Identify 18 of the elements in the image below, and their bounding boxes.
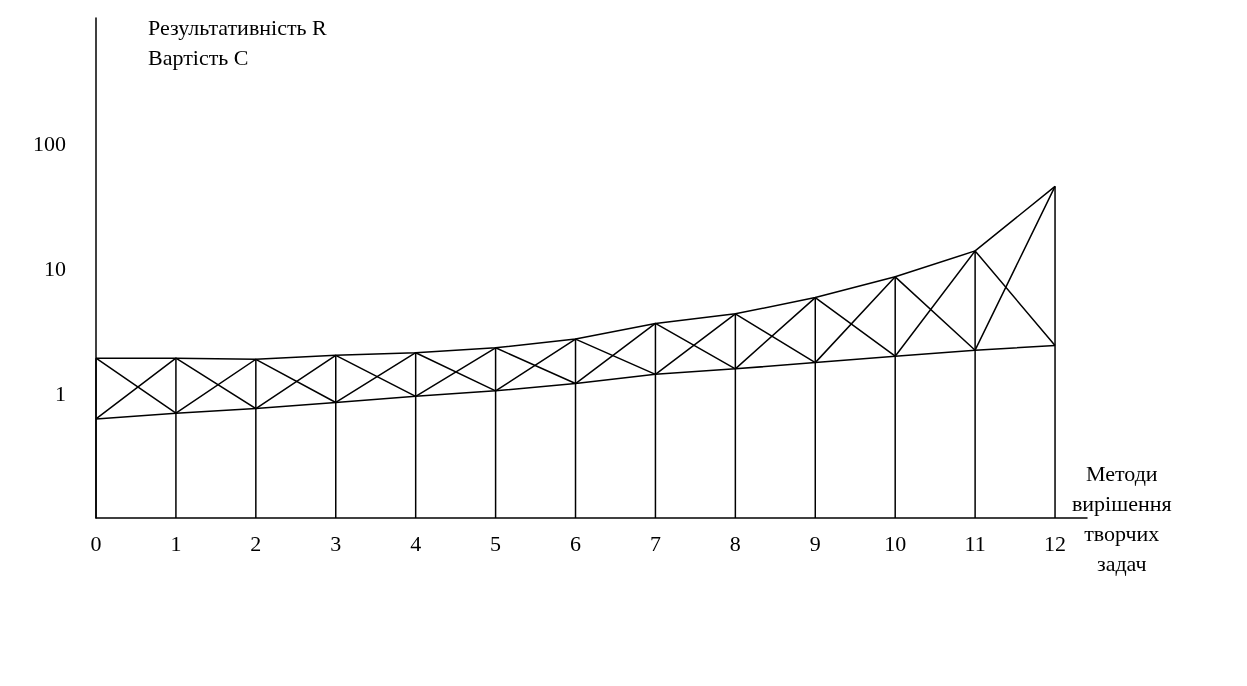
x-axis-title: Методи вирішення творчих задач: [1071, 460, 1172, 576]
x-tick-label: 8: [729, 530, 741, 556]
x-tick-label: 10: [884, 530, 907, 556]
x-tick-label: 12: [1044, 530, 1067, 556]
x-tick-label: 0: [90, 530, 102, 556]
y-tick-label: 10: [44, 255, 66, 281]
x-tick-label: 6: [570, 530, 582, 556]
x-tick-label: 7: [649, 530, 661, 556]
x-tick-label: 1: [170, 530, 182, 556]
y-axis-title: Результативність R Вартість C: [148, 14, 328, 70]
x-tick-label: 4: [410, 530, 422, 556]
y-tick-label: 100: [33, 130, 66, 156]
x-tick-label: 2: [250, 530, 262, 556]
x-tick-label: 3: [330, 530, 342, 556]
x-tick-label: 11: [964, 530, 986, 556]
x-tick-label: 9: [809, 530, 821, 556]
x-tick-label: 5: [490, 530, 502, 556]
y-tick-label: 1: [55, 380, 66, 406]
